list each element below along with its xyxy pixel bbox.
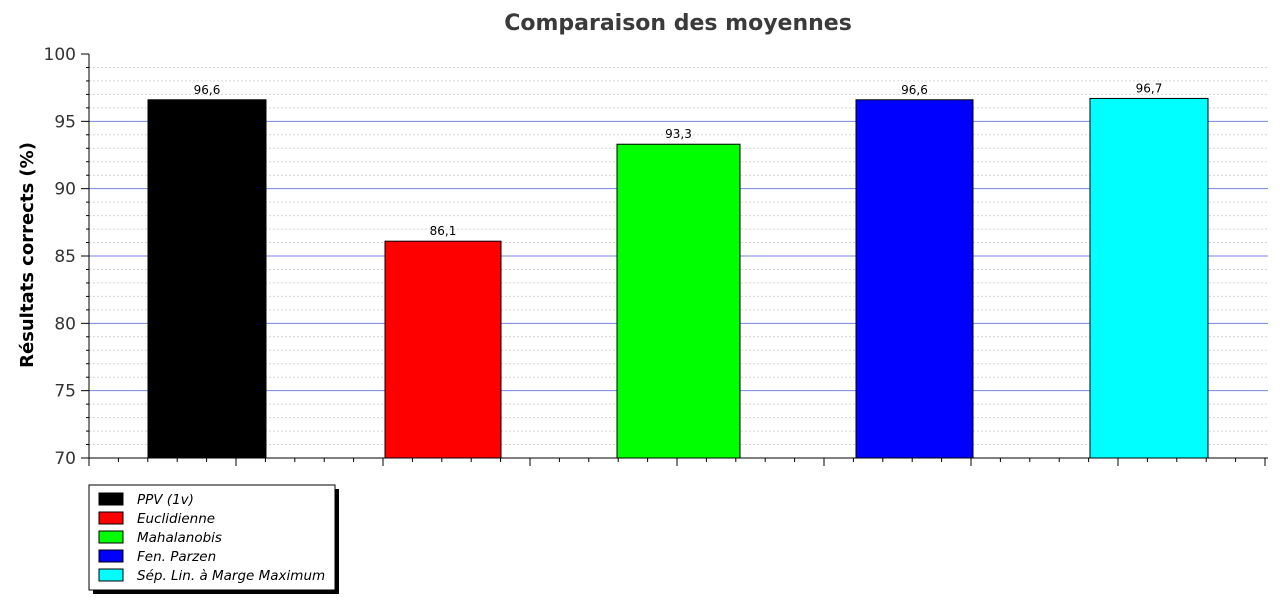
legend-label-0: PPV (1v): [137, 492, 194, 508]
y-tick-label: 100: [44, 45, 76, 65]
y-tick-label: 70: [54, 449, 76, 469]
legend-box: [88, 484, 336, 591]
legend-swatch-1: [98, 511, 124, 525]
value-label-2: 93,3: [665, 127, 692, 141]
bar-3: [855, 99, 974, 459]
legend-label-3: Fen. Parzen: [137, 549, 216, 565]
legend-swatch-3: [98, 549, 124, 563]
value-label-1: 86,1: [430, 224, 457, 238]
legend-swatch-4: [98, 568, 124, 582]
y-tick-label: 90: [54, 180, 76, 200]
bars: [147, 97, 1209, 459]
value-labels: 96,6 86,1 93,3 96,6 96,7: [194, 81, 1163, 238]
chart-title: Comparaison des moyennes: [504, 11, 852, 36]
bar-1: [384, 240, 502, 459]
y-tick-label: 85: [54, 247, 76, 267]
bar-4: [1089, 97, 1209, 459]
y-tick-label: 75: [54, 382, 76, 402]
legend: PPV (1v) Euclidienne Mahalanobis Fen. Parze…: [88, 484, 339, 594]
y-tick-label: 95: [54, 112, 76, 132]
y-tick-label: 80: [54, 314, 76, 334]
y-axis-label: Résultats corrects (%): [17, 142, 38, 368]
bar-0: [147, 99, 267, 459]
legend-swatch-0: [98, 492, 124, 506]
bar-2: [616, 143, 741, 459]
x-axis-ticks: [88, 458, 1266, 466]
legend-swatch-2: [98, 530, 124, 544]
y-axis-ticks: 70 75 80 85 90 95 100: [44, 45, 89, 469]
legend-label-1: Euclidienne: [137, 511, 215, 527]
value-label-3: 96,6: [901, 83, 928, 97]
value-label-0: 96,6: [194, 83, 221, 97]
legend-label-2: Mahalanobis: [137, 530, 222, 546]
value-label-4: 96,7: [1136, 81, 1163, 95]
legend-label-4: Sép. Lin. à Marge Maximum: [137, 568, 325, 584]
